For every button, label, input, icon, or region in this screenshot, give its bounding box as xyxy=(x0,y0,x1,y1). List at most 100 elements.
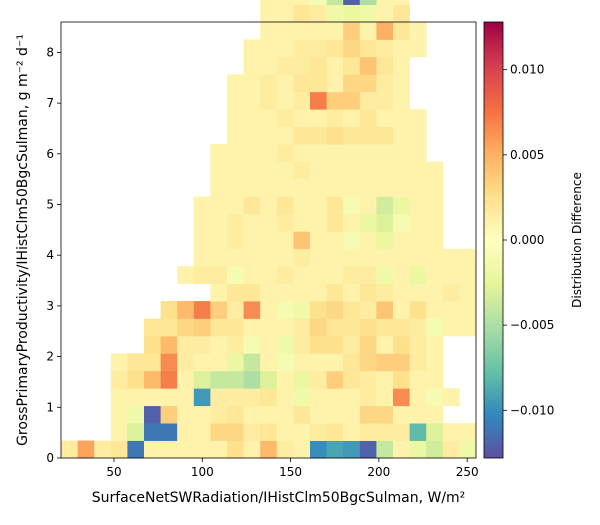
heatmap-cell xyxy=(193,405,211,424)
heatmap-cell xyxy=(459,318,477,337)
heatmap-cell xyxy=(409,353,427,372)
heatmap-cell xyxy=(243,318,261,337)
heatmap-cell xyxy=(426,248,444,267)
heatmap-cell xyxy=(343,22,361,40)
heatmap-cell xyxy=(210,161,228,180)
heatmap-cell xyxy=(276,56,294,75)
heatmap-cell xyxy=(359,405,377,424)
heatmap-cell xyxy=(426,370,444,389)
heatmap-cell xyxy=(260,22,278,40)
heatmap-cell xyxy=(293,318,311,337)
heatmap-cell xyxy=(409,405,427,424)
heatmap-cell xyxy=(243,196,261,215)
heatmap-cell xyxy=(177,440,195,459)
heatmap-cell xyxy=(376,388,394,407)
x-axis-label: SurfaceNetSWRadiation/IHistClm50BgcSulma… xyxy=(92,490,466,506)
heatmap-cell xyxy=(426,196,444,215)
heatmap-cell xyxy=(243,388,261,407)
heatmap-cell xyxy=(409,388,427,407)
heatmap-cell xyxy=(193,248,211,267)
heatmap-cell xyxy=(127,440,145,459)
heatmap-cell xyxy=(260,144,278,162)
heatmap-cell xyxy=(326,4,344,23)
heatmap-cell xyxy=(127,353,145,372)
heatmap-cell xyxy=(359,440,377,459)
x-axis-ticks: 50 100 150 200 250 xyxy=(106,458,479,479)
heatmap-cell xyxy=(409,178,427,197)
heatmap-cell xyxy=(310,301,327,319)
heatmap-cell xyxy=(409,318,427,337)
heatmap-cell xyxy=(193,196,211,215)
heatmap-cell xyxy=(343,91,361,110)
heatmap-cell xyxy=(243,301,261,319)
heatmap-cell xyxy=(326,39,344,58)
heatmap-cell xyxy=(177,423,195,441)
heatmap-cell xyxy=(359,423,377,441)
heatmap-cell xyxy=(77,440,95,459)
heatmap-cell xyxy=(393,388,410,407)
heatmap-cell xyxy=(177,370,195,389)
heatmap-cell xyxy=(243,283,261,302)
heatmap-cell xyxy=(276,0,294,5)
heatmap-cell xyxy=(310,144,327,162)
heatmap-cell xyxy=(376,161,394,180)
heatmap-cell xyxy=(393,126,410,145)
heatmap-cell xyxy=(376,423,394,441)
heatmap-cell xyxy=(359,4,377,23)
colorbar-tick-label: −0.010 xyxy=(510,403,554,417)
heatmap-cell xyxy=(426,388,444,407)
heatmap-cell xyxy=(343,196,361,215)
heatmap-cell xyxy=(260,109,278,128)
heatmap-cell xyxy=(310,178,327,197)
heatmap-cell xyxy=(426,440,444,459)
heatmap-cell xyxy=(409,39,427,58)
heatmap-cell xyxy=(260,335,278,354)
heatmap-cell xyxy=(243,144,261,162)
heatmap-cell xyxy=(127,388,145,407)
heatmap-cell xyxy=(359,196,377,215)
heatmap-cell xyxy=(393,178,410,197)
heatmap-cell xyxy=(293,248,311,267)
heatmap-cell xyxy=(260,4,278,23)
heatmap-cell xyxy=(193,213,211,232)
colorbar-tick-label: 0.010 xyxy=(510,63,544,77)
heatmap-cell xyxy=(243,423,261,441)
heatmap-cell xyxy=(326,405,344,424)
heatmap-cell xyxy=(326,440,344,459)
heatmap-cell xyxy=(376,231,394,250)
heatmap-cell xyxy=(376,318,394,337)
heatmap-cell xyxy=(243,126,261,145)
heatmap-cell xyxy=(326,370,344,389)
heatmap-cell xyxy=(144,335,161,354)
heatmap-cell xyxy=(359,283,377,302)
heatmap-cell xyxy=(210,353,228,372)
heatmap-cell xyxy=(160,318,178,337)
heatmap-cell xyxy=(376,22,394,40)
heatmap-cell xyxy=(293,161,311,180)
heatmap-cell xyxy=(243,161,261,180)
heatmap-cell xyxy=(310,39,327,58)
heatmap-cell xyxy=(326,335,344,354)
heatmap-cell xyxy=(177,388,195,407)
heatmap-cell xyxy=(260,370,278,389)
heatmap-cell xyxy=(310,126,327,145)
heatmap-cell xyxy=(160,405,178,424)
y-tick-label: 5 xyxy=(46,198,54,212)
heatmap-cell xyxy=(359,301,377,319)
heatmap-cell xyxy=(227,335,244,354)
heatmap-cell xyxy=(293,39,311,58)
y-tick-label: 7 xyxy=(46,96,54,110)
heatmap-cell xyxy=(426,423,444,441)
heatmap-cell xyxy=(193,388,211,407)
y-tick-label: 0 xyxy=(46,451,54,465)
heatmap-cell xyxy=(276,301,294,319)
heatmap-cell xyxy=(260,0,278,5)
heatmap-cell xyxy=(144,318,161,337)
heatmap-cell xyxy=(243,56,261,75)
y-tick-label: 8 xyxy=(46,45,54,59)
heatmap-cell xyxy=(326,91,344,110)
heatmap-cell xyxy=(409,423,427,441)
heatmap-cell xyxy=(260,405,278,424)
heatmap-cell xyxy=(343,144,361,162)
heatmap-cell xyxy=(393,22,410,40)
